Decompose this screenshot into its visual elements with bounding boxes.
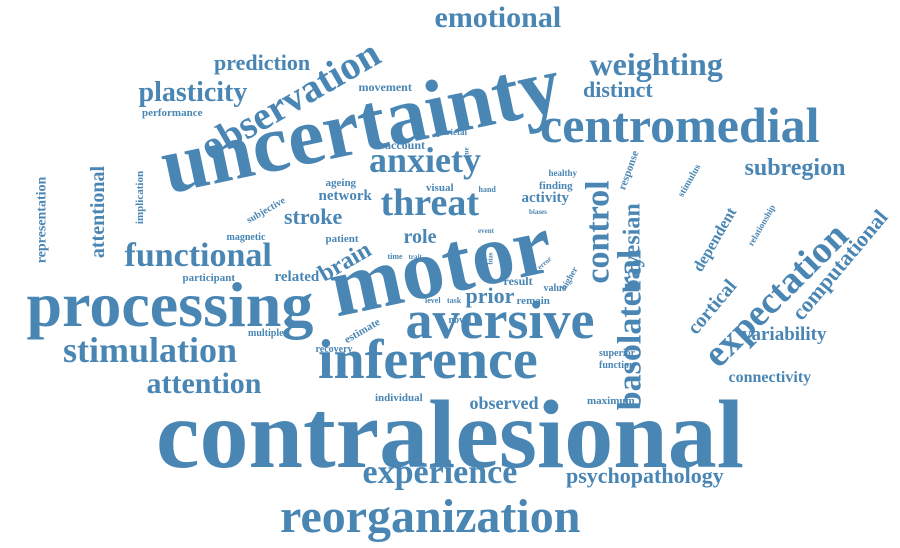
word-inference: inference xyxy=(318,329,538,391)
word-hand: hand xyxy=(478,185,496,194)
word-account: account xyxy=(385,138,425,152)
word-psychopathology: psychopathology xyxy=(566,463,724,488)
word-multiple: multiple xyxy=(248,328,284,339)
word-biases: biases xyxy=(529,207,547,216)
word-control: control xyxy=(579,180,617,284)
word-representation: representation xyxy=(33,176,49,264)
word-value: value xyxy=(543,283,567,294)
word-healthy: healthy xyxy=(548,167,578,178)
word-bias: bias xyxy=(486,251,495,265)
word-attention: attention xyxy=(146,367,262,400)
word-trait: trait xyxy=(408,252,422,261)
word-bayesian: bayesian xyxy=(619,203,646,293)
word-superior: superior xyxy=(599,348,636,359)
word-movement: movement xyxy=(358,80,412,94)
word-subjective: subjective xyxy=(244,195,287,227)
word-observed: observed xyxy=(469,393,539,413)
word-cue: cue xyxy=(462,146,471,158)
word-individual: individual xyxy=(375,391,423,404)
word-stimulation: stimulation xyxy=(63,330,238,370)
word-function: function xyxy=(599,360,635,371)
word-response: response xyxy=(615,148,642,192)
word-recovery: recovery xyxy=(315,344,353,355)
word-prior: prior xyxy=(465,283,515,308)
word-subregion: subregion xyxy=(744,155,846,181)
word-stroke: stroke xyxy=(284,204,343,229)
word-prediction: prediction xyxy=(214,50,311,75)
word-higher: higher xyxy=(557,264,580,292)
word-aversive: aversive xyxy=(405,290,595,350)
word-weighting: weighting xyxy=(589,46,723,82)
word-network: network xyxy=(318,187,372,204)
word-time: time xyxy=(387,252,403,261)
word-activity: activity xyxy=(521,189,569,206)
word-magnetic: magnetic xyxy=(226,232,266,243)
word-attentional: attentional xyxy=(87,165,110,259)
word-experience: experience xyxy=(362,454,518,491)
word-result: result xyxy=(503,274,533,288)
word-event: event xyxy=(478,226,494,235)
word-maximum: maximum xyxy=(587,394,635,407)
word-dependent: dependent xyxy=(689,204,740,275)
word-implication: implication xyxy=(133,170,146,224)
word-processing: processing xyxy=(26,269,314,340)
word-related: related xyxy=(274,268,320,285)
word-role: role xyxy=(403,226,437,248)
word-connectivity: connectivity xyxy=(728,369,812,386)
word-contralesional: contralesional xyxy=(156,381,744,489)
word-stimulus: stimulus xyxy=(675,162,704,200)
word-visual: visual xyxy=(426,181,454,194)
word-novel: novel xyxy=(448,315,472,326)
word-performance: performance xyxy=(142,106,203,119)
word-variability: variability xyxy=(742,323,827,345)
word-anxiety: anxiety xyxy=(369,140,481,180)
word-level: level xyxy=(425,296,441,305)
word-plasticity: plasticity xyxy=(138,77,248,108)
word-centromedial: centromedial xyxy=(540,97,820,153)
word-remain: remain xyxy=(516,294,550,307)
word-patient: patient xyxy=(325,232,359,245)
word-finding: finding xyxy=(539,179,573,192)
word-emotional: emotional xyxy=(434,1,562,34)
word-participant: participant xyxy=(182,271,236,284)
word-ageing: ageing xyxy=(325,176,357,189)
word-relationship: relationship xyxy=(745,202,778,248)
word-distinct: distinct xyxy=(583,77,653,102)
word-reorganization: reorganization xyxy=(280,490,581,543)
word-threat: threat xyxy=(380,182,480,224)
word-parietal: parietal xyxy=(437,126,467,137)
word-functional: functional xyxy=(124,237,272,274)
word-task: task xyxy=(447,296,462,305)
